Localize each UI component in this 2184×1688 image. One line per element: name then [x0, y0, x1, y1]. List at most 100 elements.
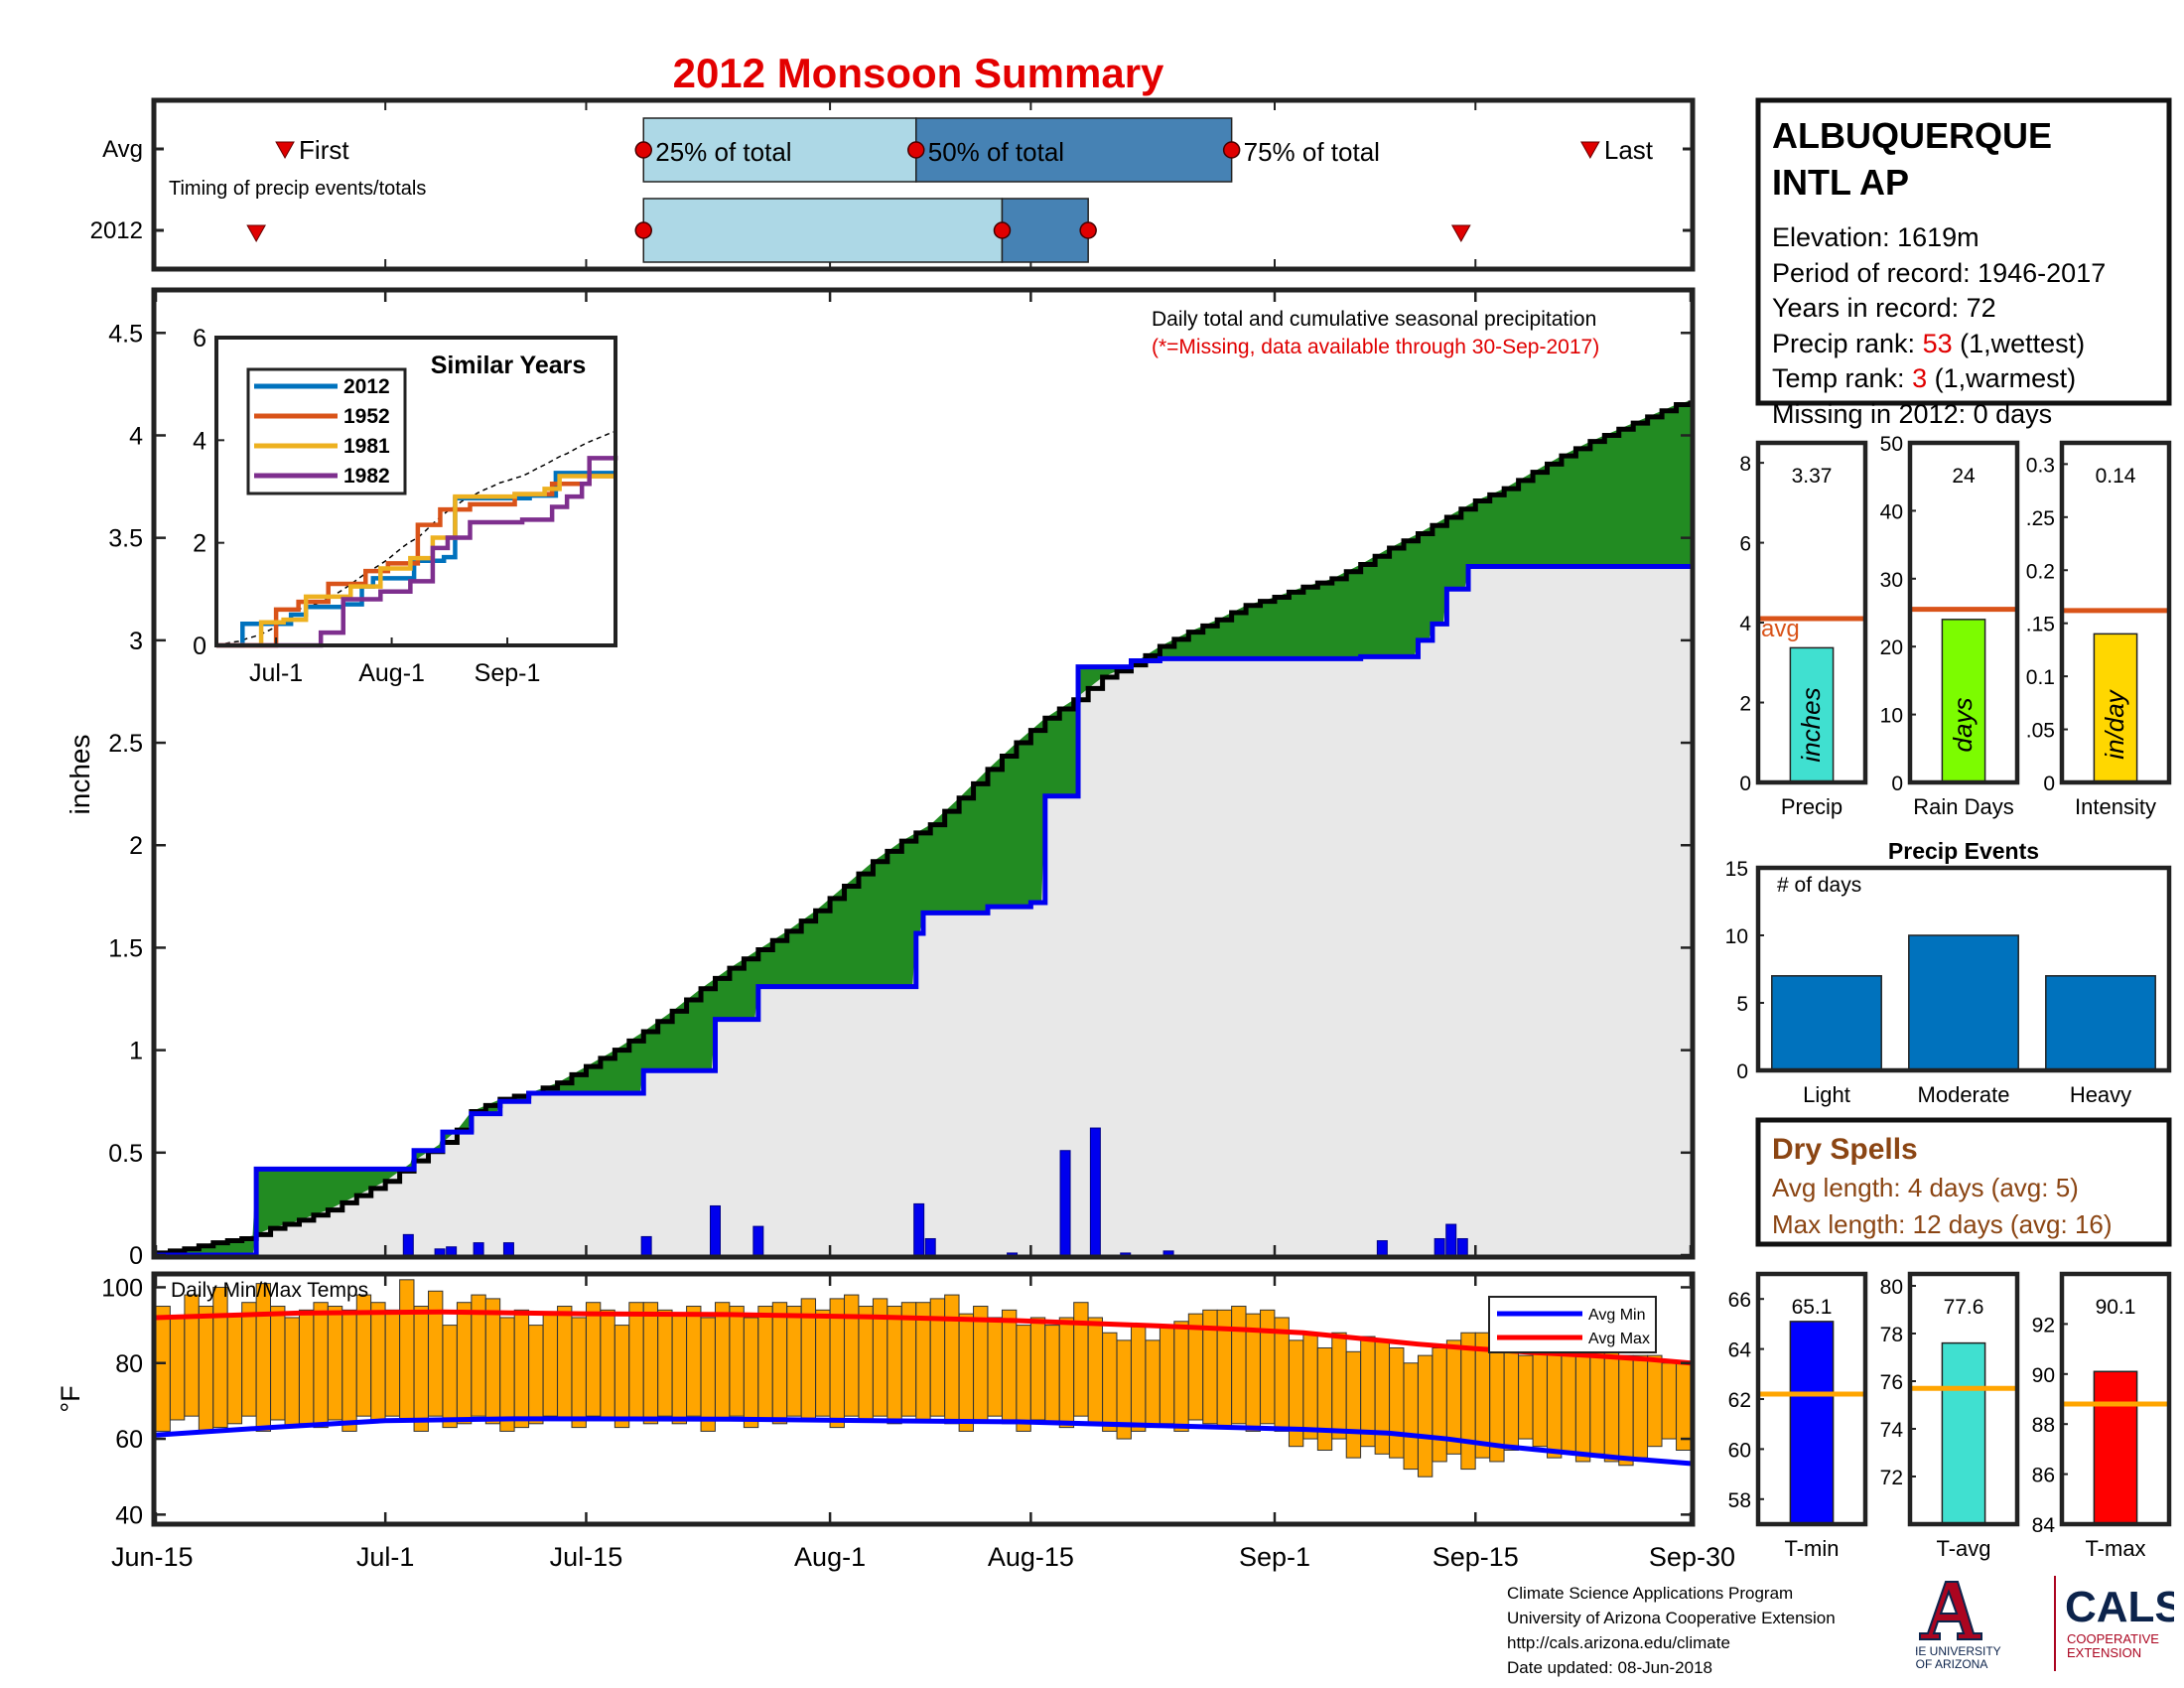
- inset-legend-label-2012: 2012: [343, 375, 390, 398]
- precip-ytick-label: 1: [129, 1038, 143, 1065]
- stat-raindays-ytick-label: 50: [1880, 433, 1903, 456]
- stat-raindays-value-label: 24: [1952, 465, 1976, 488]
- temps-avg-max-line: [155, 1309, 1692, 1366]
- temps-daily-bar: [987, 1317, 1003, 1417]
- precip-missing-note: (*=Missing, data available through 30-Se…: [1152, 336, 1599, 358]
- timing-row-2012-label: 2012: [90, 217, 143, 244]
- temps-daily-bar: [743, 1317, 759, 1429]
- stat-tavg-bar: [1941, 1341, 1986, 1525]
- inset-frame: [214, 336, 617, 647]
- stat-intensity-ytick-label: 0.2: [2026, 560, 2055, 583]
- timing-avg-p25-label: 25% of total: [655, 137, 791, 167]
- stat-raindays-ytick-label: 10: [1880, 705, 1903, 728]
- temps-daily-bar: [1518, 1354, 1534, 1440]
- precip-daily-bar: [752, 1225, 764, 1256]
- timing-avg-p75-label: 75% of total: [1244, 137, 1380, 167]
- temps-daily-bar: [686, 1306, 702, 1417]
- events-bar-moderate: [1908, 934, 2019, 1071]
- events-bar-heavy: [2045, 975, 2156, 1071]
- station-name-line2: INTL AP: [1772, 162, 1909, 203]
- timing-2012-p25-marker: [634, 221, 653, 239]
- events-title: Precip Events: [1888, 838, 2039, 864]
- inset-legend-label-1981: 1981: [343, 435, 390, 458]
- station-info-box: [1755, 97, 2172, 406]
- stat-precip-xlabel: Precip: [1781, 794, 1843, 819]
- temps-daily-bar: [1374, 1339, 1390, 1455]
- events-ytick-label: 0: [1736, 1060, 1748, 1083]
- stat-intensity-ytick-label: 0.1: [2026, 666, 2055, 689]
- stat-tmax-xlabel: T-max: [2085, 1536, 2145, 1561]
- cals-line2: EXTENSION: [2067, 1645, 2141, 1660]
- inset-series-1952-line: [216, 474, 615, 648]
- precip-daily-bar: [1456, 1237, 1468, 1256]
- precip-plot-frame: [151, 287, 1696, 1260]
- temps-ylabel: °F: [56, 1385, 85, 1412]
- temps-daily-bar: [1432, 1346, 1447, 1463]
- temps-title: Daily Min/Max Temps: [171, 1279, 368, 1302]
- stat-tavg-ytick-label: 74: [1880, 1419, 1904, 1442]
- stat-intensity-bar: [2093, 633, 2138, 783]
- timing-annotation: Timing of precip events/totals: [169, 178, 426, 200]
- temps-legend-label-min: Avg Min: [1588, 1307, 1646, 1324]
- stat-raindays-xlabel: Rain Days: [1913, 794, 2013, 819]
- temps-daily-bar: [327, 1306, 343, 1421]
- temps-daily-bar: [771, 1302, 788, 1425]
- inset-ytick-label: 2: [193, 530, 206, 558]
- stat-precip-ytick-label: 2: [1739, 693, 1751, 716]
- precip-daily-bar: [924, 1237, 936, 1256]
- temps-daily-bar: [1302, 1332, 1318, 1440]
- stat-precip-ytick-label: 8: [1739, 453, 1751, 476]
- temps-daily-bar: [384, 1309, 401, 1417]
- temps-daily-bar: [1632, 1354, 1649, 1459]
- inset-title: Similar Years: [431, 352, 587, 379]
- precip-ytick-label: 4: [129, 422, 143, 450]
- temps-daily-bar: [973, 1306, 989, 1421]
- temps-daily-bar: [1159, 1325, 1175, 1425]
- stat-raindays-bar: [1941, 619, 1986, 783]
- temps-daily-bar: [1331, 1332, 1347, 1440]
- footer-program: Climate Science Applications Program: [1507, 1584, 1794, 1603]
- timing-avg-p25-marker: [634, 141, 653, 159]
- station-name-line1: ALBUQUERQUE: [1772, 115, 2052, 156]
- stat-tavg-ytick-label: 78: [1880, 1324, 1903, 1346]
- temps-daily-bar: [1102, 1332, 1118, 1432]
- inset-ytick-label: 0: [193, 633, 206, 660]
- events-ytick-label: 15: [1725, 858, 1748, 881]
- temps-plot-frame: [151, 1271, 1696, 1527]
- stat-tavg-ytick-label: 80: [1880, 1276, 1903, 1299]
- stat-tmin-ytick-label: 64: [1728, 1339, 1752, 1362]
- temps-daily-bar: [1603, 1343, 1620, 1463]
- timing-2012-p75-marker: [1079, 221, 1097, 239]
- footer-date: Date updated: 08-Jun-2018: [1507, 1658, 1712, 1677]
- stat-raindays-ytick-label: 30: [1880, 569, 1903, 592]
- stat-precip-avg-label: avg: [1761, 616, 1800, 642]
- temps-daily-bar: [313, 1302, 329, 1429]
- temps-daily-bar: [298, 1309, 315, 1425]
- station-precip-rank: Precip rank: 53 (1,wettest): [1772, 329, 2085, 358]
- temps-daily-bar: [1274, 1317, 1290, 1432]
- precip-daily-bar: [913, 1202, 925, 1256]
- precip-ytick-label: 3.5: [108, 525, 143, 553]
- timing-2012-first-marker: [246, 224, 266, 243]
- inset-series-1981-line: [216, 474, 615, 648]
- timing-2012-50-75-box: [1001, 198, 1089, 263]
- station-years: Years in record: 72: [1772, 293, 1996, 323]
- timing-2012-25-50-box: [642, 198, 1004, 263]
- footer-university: University of Arizona Cooperative Extens…: [1507, 1609, 1836, 1627]
- footer-url[interactable]: http://cals.arizona.edu/climate: [1507, 1633, 1730, 1652]
- dry-spells-box: [1755, 1117, 2172, 1247]
- dry-spells-max-length: Max length: 12 days (avg: 16): [1772, 1209, 2113, 1239]
- stat-intensity-frame: [2059, 440, 2172, 785]
- stat-tmin-bar: [1789, 1321, 1835, 1525]
- stat-tmax-ytick-label: 86: [2032, 1465, 2055, 1487]
- stat-tmax-ytick-label: 84: [2032, 1514, 2056, 1537]
- stat-intensity-ytick-label: 0: [2043, 773, 2055, 795]
- precip-daily-bar: [1059, 1150, 1071, 1256]
- temps-daily-bar: [671, 1313, 688, 1425]
- temps-daily-bar: [413, 1306, 429, 1432]
- temps-daily-bar: [513, 1309, 530, 1429]
- timing-avg-first-label: First: [299, 135, 349, 165]
- temps-daily-bar: [557, 1306, 573, 1421]
- temps-daily-bar: [542, 1313, 558, 1417]
- temps-ytick-label: 80: [115, 1350, 143, 1378]
